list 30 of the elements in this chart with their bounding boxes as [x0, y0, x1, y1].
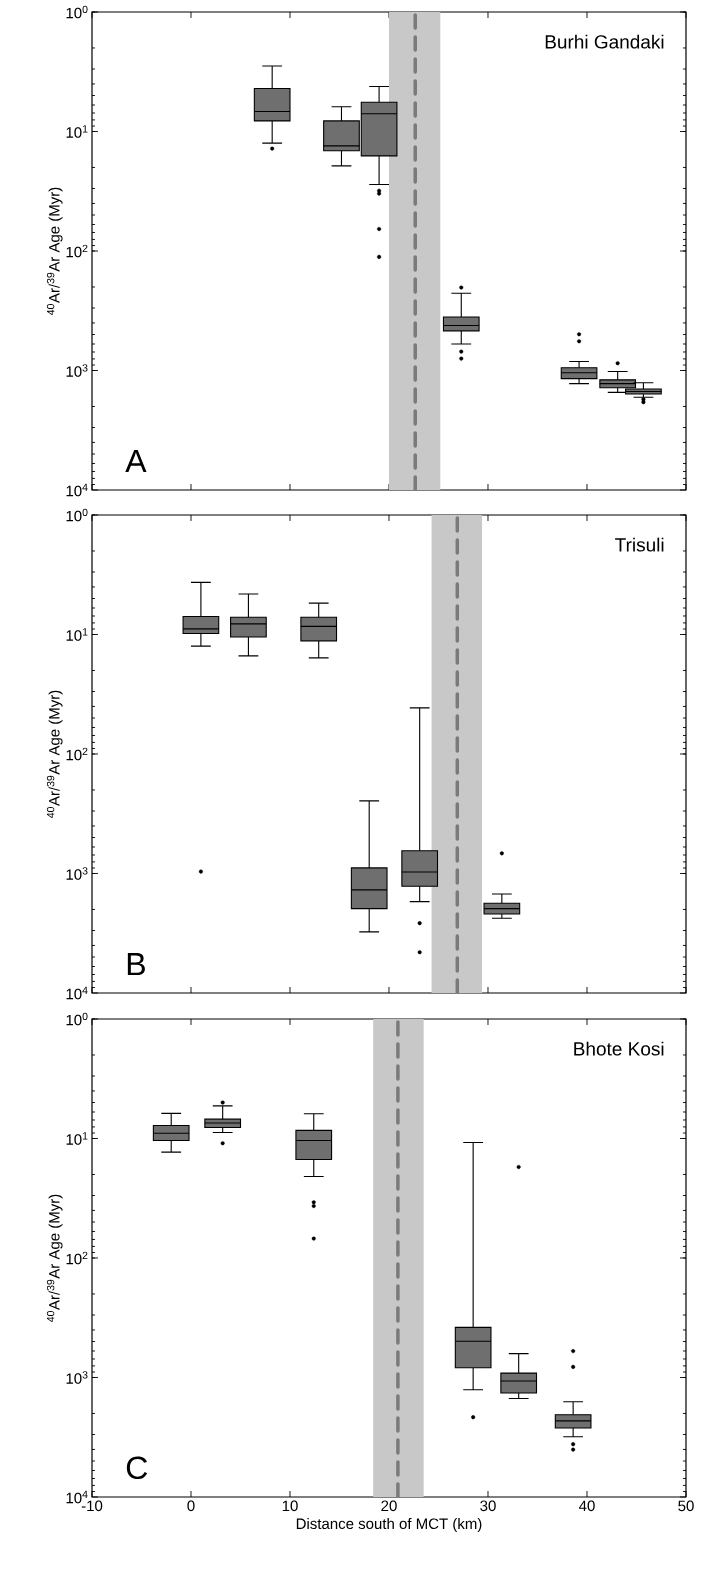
x-tick-label: 0 [187, 1500, 195, 1512]
y-tick-label: 10$^{3}$ [66, 867, 88, 880]
annotation: A [125, 450, 147, 473]
y-tick-label: 10$^{2}$ [66, 747, 88, 761]
y-tick-label: 10$^{0}$ [66, 1012, 88, 1026]
y-tick-label: 10$^{0}$ [66, 5, 88, 19]
annotation: C [126, 1456, 148, 1480]
y-tick-label: 10$^{1}$ [66, 628, 88, 641]
y-tick-label: 10$^{0}$ [66, 508, 88, 522]
x-tick-label: 10 [282, 1500, 298, 1512]
y-tick-label: 10$^{2}$ [66, 1251, 88, 1265]
y-axis-title: $^{40}$Ar/$^{39}$Ar Age (Myr) [46, 690, 63, 819]
text: Burhi Gandaki [545, 34, 664, 49]
y-tick-label: 10$^{3}$ [66, 1371, 88, 1384]
annotation: B [127, 953, 145, 976]
y-axis-title: $^{40}$Ar/$^{39}$Ar Age (Myr) [46, 187, 63, 316]
x-tick-label: 20 [381, 1500, 397, 1512]
y-tick-label: 10$^{3}$ [66, 364, 88, 377]
text: Trisuli [615, 537, 664, 552]
y-axis-title: $^{40}$Ar/$^{39}$Ar Age (Myr) [46, 1194, 63, 1323]
x-axis-title: Distance south of MCT (km) [296, 1518, 482, 1532]
text: Bhote Kosi [574, 1041, 664, 1056]
y-tick-label: 10$^{4}$ [66, 986, 88, 1000]
y-tick-label: 10$^{2}$ [66, 244, 88, 258]
y-tick-label: 10$^{1}$ [66, 125, 88, 138]
y-tick-label: 10$^{4}$ [66, 483, 88, 497]
x-tick-label: 40 [578, 1500, 595, 1512]
y-tick-label: 10$^{1}$ [66, 1132, 88, 1145]
x-tick-label: 50 [678, 1500, 694, 1512]
x-tick-label: 30 [480, 1500, 496, 1512]
